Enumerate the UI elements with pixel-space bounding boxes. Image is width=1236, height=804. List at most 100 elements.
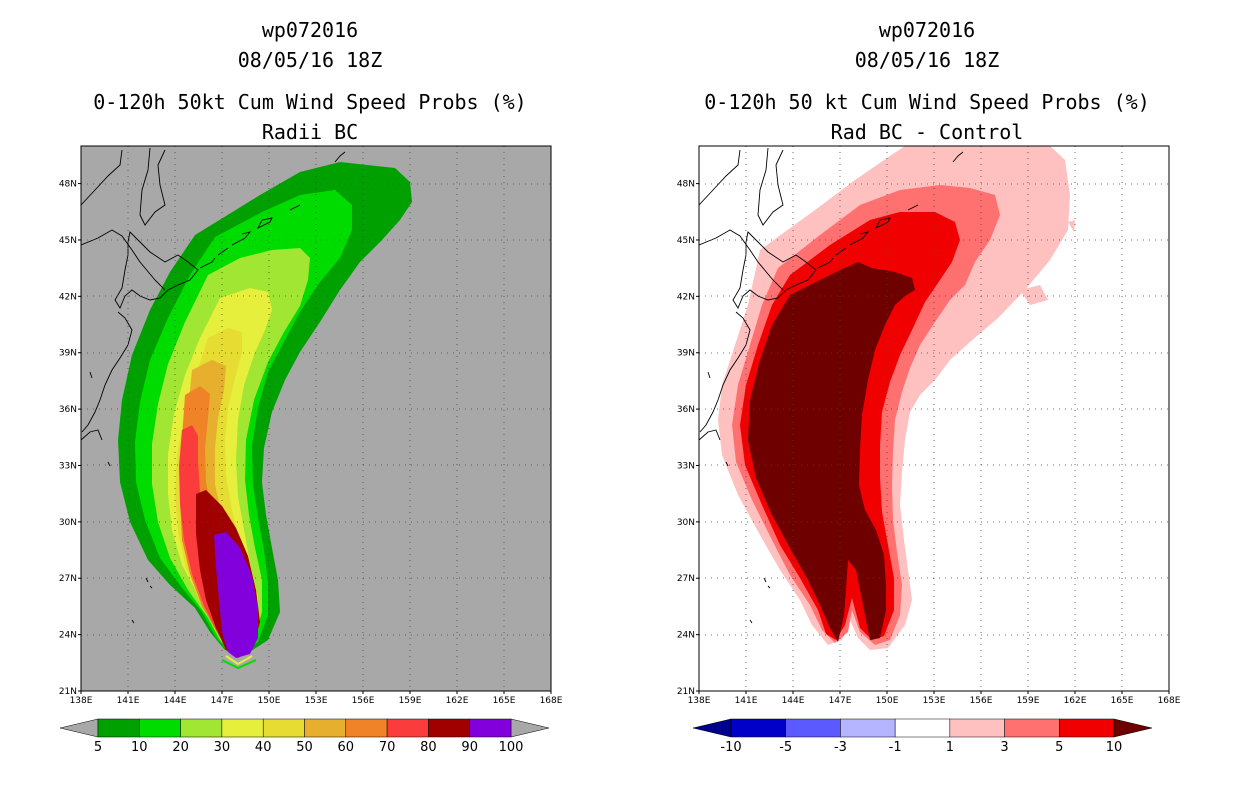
left-colorbar-label: 40: [255, 740, 272, 755]
left-title-line-4: Radii BC: [262, 120, 358, 144]
right-colorbar-label: -3: [834, 740, 847, 755]
right-colorbar-swatch: [1059, 718, 1115, 738]
right-x-tick-label: 168E: [1158, 696, 1181, 706]
left-colorbar: 5 10 20 30 40 50 60 70 80 90 100: [59, 718, 550, 755]
right-contour-1-to-3-island-2: [1068, 220, 1075, 232]
right-colorbar-label: -10: [720, 740, 741, 755]
right-x-tick-label: 141E: [735, 696, 758, 706]
right-colorbar-extend-high: [1113, 718, 1153, 738]
left-y-tick-label: 36N: [59, 405, 77, 415]
left-y-tick-label: 48N: [59, 180, 77, 190]
left-coastline-sakhalin: [139, 147, 166, 226]
left-title-line-3: 0-120h 50kt Cum Wind Speed Probs (%): [93, 90, 526, 114]
left-x-tick-label: 162E: [446, 696, 469, 706]
right-coastline-sakhalin: [757, 147, 784, 226]
right-x-tick-label: 159E: [1017, 696, 1040, 706]
left-x-tick-label: 168E: [540, 696, 563, 706]
right-y-tick-label: 42N: [677, 292, 695, 302]
left-x-tick-label: 153E: [305, 696, 328, 706]
left-colorbar-label: 90: [461, 740, 478, 755]
left-coastline-hokkaido: [114, 231, 199, 309]
right-x-tick-label: 138E: [688, 696, 711, 706]
left-colorbar-label: 70: [379, 740, 396, 755]
left-coastline-honshu: [81, 311, 133, 441]
left-colorbar-swatch: [428, 718, 470, 738]
left-x-tick-label: 150E: [258, 696, 281, 706]
right-colorbar-label: 5: [1055, 740, 1063, 755]
right-coastline-kuril-islands: [817, 151, 964, 269]
left-contour-90: [214, 532, 258, 658]
left-colorbar-swatch: [97, 718, 140, 738]
right-coastline-small-islands: [707, 371, 771, 624]
left-y-tick-label: 42N: [59, 292, 77, 302]
right-x-tick-label: 153E: [923, 696, 946, 706]
right-y-tick-label: 45N: [677, 236, 695, 246]
right-coastline-asia-mainland: [699, 149, 784, 291]
left-colorbar-label: 20: [172, 740, 189, 755]
right-colorbar-label: 10: [1106, 740, 1123, 755]
right-y-tick-label: 27N: [677, 574, 695, 584]
left-colorbar-swatch: [180, 718, 223, 738]
right-axis-ticks: 138E 141E 144E 147E 150E 153E 156E 159E 162E 165E…: [677, 180, 1181, 706]
left-panel: wp072016 08/05/16 18Z 0-120h 50kt Cum Wi…: [59, 18, 563, 755]
left-colorbar-swatch: [304, 718, 347, 738]
left-gridlines: [81, 146, 551, 691]
right-x-tick-label: 156E: [970, 696, 993, 706]
left-colorbar-swatch: [469, 718, 512, 738]
right-gridlines: [699, 146, 1169, 691]
left-coastline-small-islands: [89, 371, 153, 624]
right-y-tick-label: 48N: [677, 180, 695, 190]
right-x-tick-label: 162E: [1064, 696, 1087, 706]
left-y-tick-label: 21N: [59, 687, 77, 697]
left-coastlines: [81, 147, 346, 624]
left-title-line-2: 08/05/16 18Z: [238, 48, 383, 72]
left-title-line-1: wp072016: [262, 18, 358, 42]
left-y-tick-label: 45N: [59, 236, 77, 246]
left-y-tick-label: 24N: [59, 631, 77, 641]
left-probability-contours: [118, 162, 412, 670]
left-x-tick-label: 147E: [211, 696, 234, 706]
left-colorbar-label: 10: [131, 740, 148, 755]
right-colorbar-swatch: [1004, 718, 1060, 738]
left-x-tick-label: 141E: [117, 696, 140, 706]
left-x-tick-label: 156E: [352, 696, 375, 706]
left-colorbar-label: 60: [338, 740, 355, 755]
right-coastline-hokkaido: [732, 231, 817, 309]
left-colorbar-label: 50: [296, 740, 313, 755]
right-title-line-2: 08/05/16 18Z: [855, 48, 1000, 72]
left-x-tick-label: 165E: [493, 696, 516, 706]
right-title-line-1: wp072016: [879, 18, 975, 42]
right-title-line-3: 0-120h 50 kt Cum Wind Speed Probs (%): [704, 90, 1150, 114]
right-y-tick-label: 30N: [677, 518, 695, 528]
right-coastlines: [699, 147, 964, 624]
left-colorbar-label: 80: [420, 740, 437, 755]
left-x-tick-label: 138E: [70, 696, 93, 706]
left-colorbar-swatch: [386, 718, 429, 738]
right-colorbar-label: 3: [1000, 740, 1008, 755]
right-panel: wp072016 08/05/16 18Z 0-120h 50 kt Cum W…: [677, 18, 1181, 755]
left-colorbar-label: 30: [214, 740, 231, 755]
left-y-tick-label: 33N: [59, 461, 77, 471]
left-colorbar-swatch: [345, 718, 388, 738]
right-y-tick-label: 39N: [677, 349, 695, 359]
right-colorbar-swatch: [894, 718, 951, 738]
left-axis-ticks: 138E 141E 144E 147E 150E 153E 156E 159E 162E 165E…: [59, 180, 563, 706]
left-colorbar-label: 100: [499, 740, 524, 755]
left-x-tick-label: 159E: [399, 696, 422, 706]
left-colorbar-swatch: [221, 718, 264, 738]
right-colorbar-swatch: [840, 718, 896, 738]
right-contour-above-10: [748, 262, 915, 642]
right-title-line-4: Rad BC - Control: [831, 120, 1024, 144]
right-coastline-honshu: [699, 311, 751, 441]
right-colorbar: -10 -5 -3 -1 1 3 5 10: [692, 718, 1153, 755]
right-colorbar-label: -5: [779, 740, 792, 755]
left-coastline-kuril-islands: [199, 151, 346, 269]
left-x-tick-label: 144E: [164, 696, 187, 706]
right-difference-contours: [718, 146, 1075, 650]
right-colorbar-label: 1: [946, 740, 954, 755]
left-colorbar-extend-high: [510, 718, 550, 738]
right-x-tick-label: 147E: [829, 696, 852, 706]
left-colorbar-label: 5: [94, 740, 102, 755]
left-coastline-asia-mainland: [81, 149, 166, 291]
